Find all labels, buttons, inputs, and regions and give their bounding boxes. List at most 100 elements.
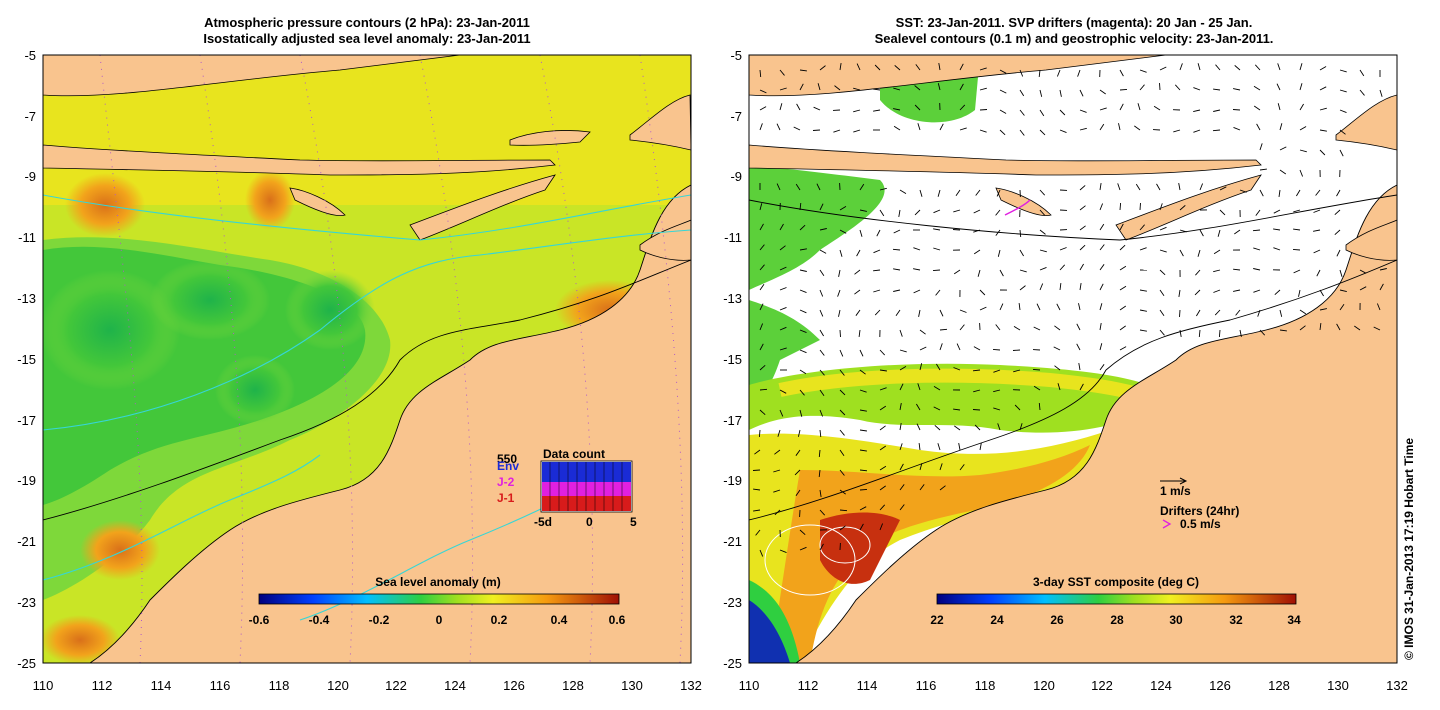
velocity-arrow bbox=[776, 123, 781, 131]
velocity-arrow bbox=[1359, 286, 1367, 291]
velocity-arrow bbox=[915, 64, 921, 71]
velocity-arrow bbox=[1253, 85, 1261, 91]
velocity-arrow bbox=[1293, 209, 1301, 213]
velocity-arrow bbox=[1119, 202, 1122, 211]
velocity-arrow bbox=[1339, 69, 1347, 73]
velocity-arrow bbox=[1139, 84, 1145, 91]
velocity-arrow bbox=[819, 289, 824, 297]
velocity-arrow bbox=[873, 249, 881, 254]
velocity-arrow bbox=[1276, 83, 1281, 91]
sla-tick: -0.6 bbox=[249, 613, 270, 627]
y-tick: -7 bbox=[730, 109, 742, 124]
velocity-arrow bbox=[1313, 209, 1321, 213]
sst-colorbar-label: 3-day SST composite (deg C) bbox=[1033, 575, 1199, 589]
velocity-arrow bbox=[777, 429, 781, 437]
velocity-arrow bbox=[995, 209, 1001, 216]
velocity-arrow bbox=[1019, 249, 1024, 257]
velocity-arrow bbox=[859, 506, 867, 511]
velocity-arrow bbox=[1139, 69, 1147, 73]
velocity-arrow bbox=[972, 369, 981, 372]
velocity-arrow bbox=[859, 429, 867, 432]
velocity-arrow bbox=[819, 269, 825, 277]
velocity-arrow bbox=[799, 83, 804, 91]
velocity-arrow bbox=[899, 383, 904, 391]
velocity-arrow bbox=[1359, 69, 1365, 77]
left-title-line2: Isostatically adjusted sea level anomaly… bbox=[203, 31, 531, 46]
velocity-arrow bbox=[1119, 103, 1124, 111]
x-tick: 122 bbox=[1091, 678, 1113, 693]
velocity-arrow bbox=[893, 229, 901, 234]
velocity-arrow bbox=[1099, 183, 1102, 191]
velocity-arrow bbox=[859, 409, 867, 412]
velocity-arrow bbox=[1033, 385, 1041, 391]
velocity-arrow bbox=[1359, 89, 1365, 96]
x-tick: 128 bbox=[562, 678, 584, 693]
velocity-arrow bbox=[1279, 169, 1287, 175]
velocity-arrow bbox=[879, 445, 887, 451]
sla-tick: 0.4 bbox=[551, 613, 568, 627]
sla-tick: 0.2 bbox=[491, 613, 508, 627]
velocity-arrow bbox=[1059, 264, 1066, 271]
velocity-arrow bbox=[993, 369, 1001, 373]
velocity-arrow bbox=[1293, 269, 1301, 274]
velocity-arrow bbox=[859, 369, 866, 375]
velocity-arrow bbox=[1159, 329, 1165, 336]
velocity-arrow bbox=[1239, 189, 1247, 193]
velocity-arrow bbox=[1277, 63, 1281, 71]
count-x-tick: 0 bbox=[586, 515, 593, 529]
velocity-arrow bbox=[997, 249, 1001, 257]
x-tick: 130 bbox=[1327, 678, 1349, 693]
velocity-arrow bbox=[937, 83, 941, 91]
x-tick: 114 bbox=[151, 678, 172, 693]
right-title-line2: Sealevel contours (0.1 m) and geostrophi… bbox=[874, 31, 1274, 46]
velocity-arrow bbox=[799, 546, 807, 551]
velocity-arrow bbox=[1255, 209, 1261, 216]
velocity-arrow bbox=[839, 369, 845, 376]
velocity-arrow bbox=[1077, 69, 1081, 77]
velocity-arrow bbox=[1153, 105, 1161, 111]
velocity-arrow bbox=[895, 309, 901, 316]
velocity-arrow bbox=[759, 388, 768, 391]
velocity-arrow bbox=[1173, 129, 1181, 133]
velocity-arrow bbox=[979, 443, 982, 451]
velocity-arrow bbox=[1212, 129, 1221, 132]
velocity-arrow bbox=[818, 449, 821, 458]
velocity-arrow bbox=[914, 104, 921, 111]
velocity-arrow bbox=[1118, 123, 1121, 131]
velocity-arrow bbox=[819, 249, 827, 254]
velocity-arrow bbox=[779, 87, 787, 91]
velocity-arrow bbox=[972, 409, 981, 411]
velocity-arrow bbox=[856, 63, 861, 71]
legend-env: Env bbox=[497, 459, 519, 473]
velocity-arrow bbox=[759, 244, 765, 251]
velocity-arrow bbox=[919, 463, 923, 471]
velocity-arrow bbox=[799, 369, 807, 375]
velocity-arrow bbox=[1298, 289, 1301, 297]
velocity-arrow bbox=[779, 103, 783, 111]
velocity-arrow bbox=[899, 484, 905, 491]
velocity-arrow bbox=[819, 65, 826, 71]
x-tick: 122 bbox=[385, 678, 407, 693]
velocity-arrow bbox=[799, 202, 802, 211]
velocity-arrow bbox=[954, 425, 961, 431]
velocity-arrow bbox=[1339, 289, 1347, 293]
velocity-arrow bbox=[759, 89, 767, 94]
velocity-arrow bbox=[859, 389, 867, 393]
velocity-arrow bbox=[1278, 189, 1281, 197]
velocity-arrow bbox=[933, 406, 941, 411]
x-tick: 130 bbox=[621, 678, 643, 693]
velocity-arrow bbox=[819, 389, 825, 397]
velocity-arrow bbox=[1296, 189, 1301, 197]
x-tick: 116 bbox=[210, 678, 231, 693]
velocity-arrow bbox=[933, 209, 941, 214]
velocity-arrow bbox=[1195, 269, 1201, 276]
velocity-arrow bbox=[795, 183, 801, 191]
velocity-arrow bbox=[1313, 249, 1321, 254]
velocity-arrow bbox=[1233, 268, 1241, 271]
sst-tick: 26 bbox=[1050, 613, 1064, 627]
velocity-arrow bbox=[999, 269, 1004, 277]
velocity-arrow bbox=[1039, 89, 1043, 97]
velocity-arrow bbox=[819, 369, 825, 376]
velocity-arrow bbox=[918, 443, 921, 451]
velocity-arrow bbox=[839, 229, 847, 234]
